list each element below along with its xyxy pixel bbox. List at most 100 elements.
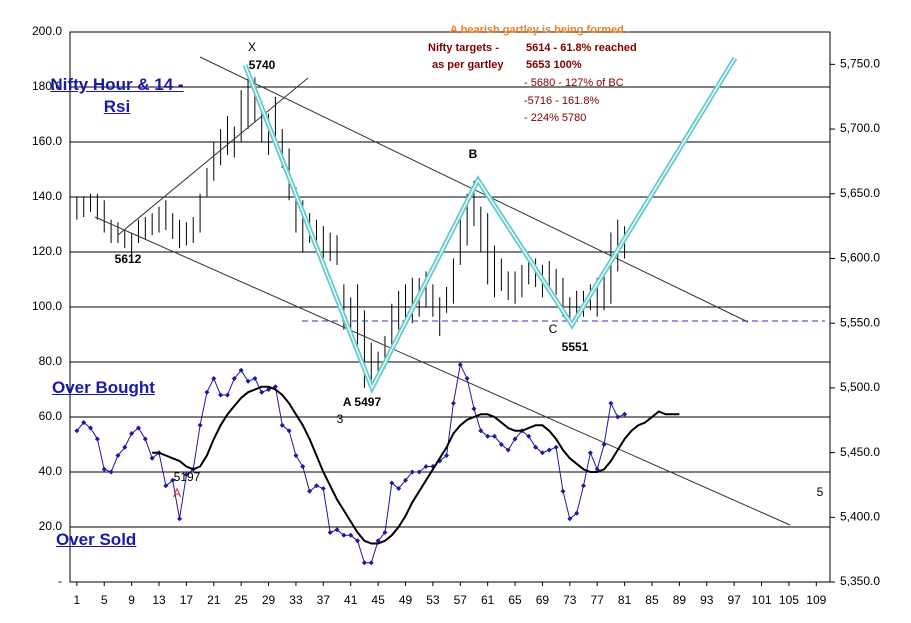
trend-line (94, 216, 791, 526)
y-tick-label: 200.0 (32, 24, 62, 38)
point-label: C (549, 322, 558, 336)
series-marker (389, 480, 395, 486)
series-marker (74, 428, 80, 434)
series-marker (560, 488, 566, 494)
point-label: A (173, 486, 181, 500)
point-label: B (469, 147, 478, 161)
point-label: 5197 (174, 470, 201, 484)
x-tick-label: 17 (180, 593, 194, 607)
y-tick-label: 100.0 (32, 299, 62, 313)
series-marker (286, 428, 292, 434)
x-tick-label: 49 (399, 593, 413, 607)
point-label: 3 (337, 412, 344, 426)
point-label: 5551 (562, 340, 589, 354)
series-marker (197, 422, 203, 428)
series-marker (115, 453, 121, 458)
x-tick-label: 29 (262, 593, 276, 607)
annotation: Nifty targets - (428, 42, 499, 54)
x-tick-label: 9 (128, 593, 135, 607)
annotations: A bearish gartley is being formed . Nift… (115, 24, 824, 500)
series-marker (368, 560, 374, 566)
grid: - 20.0 40.0 60.0 80.0 100.0 120.0 140.0 160.0 180… (32, 24, 880, 607)
series-marker (533, 444, 539, 450)
x-tick-label: 81 (618, 593, 632, 607)
annotation: as per gartley (432, 59, 504, 71)
y2-tick-label: 5,750.0 (840, 57, 880, 71)
series-line (152, 385, 680, 545)
series-marker (122, 444, 128, 450)
series-marker (224, 392, 230, 398)
series-marker (334, 527, 340, 533)
overlays (94, 56, 825, 526)
series-marker (142, 436, 148, 442)
series-marker (293, 453, 299, 458)
series-marker (341, 532, 347, 538)
series-marker (485, 433, 491, 439)
point-label: A 5497 (343, 395, 382, 409)
x-tick-label: 93 (700, 593, 714, 607)
series-marker (218, 392, 224, 398)
series-marker (416, 469, 422, 475)
series-marker (608, 400, 614, 406)
series-marker (361, 560, 367, 566)
series-marker (320, 486, 326, 491)
annotation: A bearish gartley is being formed . (450, 24, 630, 36)
y-tick-label: 40.0 (39, 464, 63, 478)
y2-tick-label: 5,550.0 (840, 315, 880, 329)
series-marker (396, 486, 402, 491)
x-tick-label: 109 (806, 593, 826, 607)
point-label: X (248, 40, 256, 54)
series-marker (231, 376, 237, 381)
y2-tick-label: 5,400.0 (840, 509, 880, 523)
x-tick-label: 5 (101, 593, 108, 607)
x-tick-label: 77 (591, 593, 605, 607)
series-marker (539, 450, 545, 456)
x-tick-label: 61 (481, 593, 495, 607)
x-tick-label: 45 (371, 593, 385, 607)
y2-tick-label: 5,450.0 (840, 445, 880, 459)
series-marker (163, 483, 169, 489)
series-marker (307, 488, 313, 494)
series-marker (581, 483, 587, 489)
series-marker (101, 466, 107, 472)
series-marker (444, 453, 450, 458)
series-marker (505, 447, 511, 453)
annotation: 5614 - 61.8% reached (526, 42, 637, 54)
series-marker (567, 516, 573, 522)
y-tick-label: 20.0 (39, 519, 63, 533)
x-tick-label: 89 (673, 593, 687, 607)
y-tick-label: 60.0 (39, 409, 63, 423)
series-marker (423, 464, 429, 469)
x-tick-label: 53 (426, 593, 440, 607)
x-tick-label: 97 (727, 593, 741, 607)
x-tick-label: 57 (454, 593, 468, 607)
x-tick-label: 73 (563, 593, 577, 607)
series-marker (498, 442, 504, 447)
series-marker (471, 406, 477, 412)
series-marker (252, 376, 258, 381)
x-tick-label: 105 (779, 593, 799, 607)
y-tick-label: 80.0 (39, 354, 63, 368)
x-tick-label: 25 (234, 593, 248, 607)
x-tick-label: 13 (152, 593, 166, 607)
x-tick-label: 1 (74, 593, 81, 607)
series-marker (382, 530, 388, 535)
overbought-label: Over Bought (52, 378, 155, 397)
series-marker (464, 376, 470, 381)
series-marker (457, 362, 463, 368)
gartley-pattern-inner (244, 57, 736, 390)
rsi-lines (74, 362, 680, 566)
point-label: 5612 (115, 252, 142, 266)
x-tick-label: 21 (207, 593, 221, 607)
series-marker (622, 411, 628, 417)
y2-tick-label: 5,700.0 (840, 121, 880, 135)
series-marker (81, 420, 87, 425)
series-marker (450, 400, 456, 406)
x-tick-label: 85 (645, 593, 659, 607)
annotation: -5716 - 161.8% (524, 95, 599, 107)
series-marker (409, 469, 415, 475)
y-tick-label: 180.0 (32, 79, 62, 93)
series-marker (355, 538, 361, 544)
